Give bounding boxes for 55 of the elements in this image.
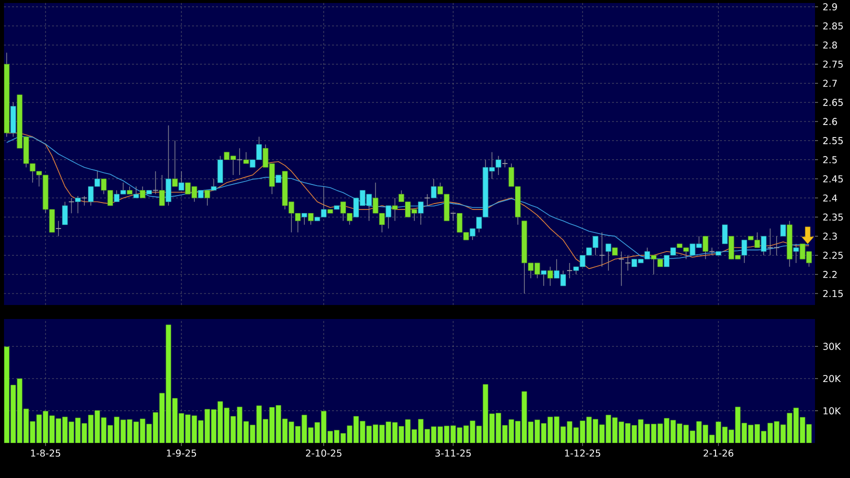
candlestick: [708, 247, 715, 256]
y-tick-label: 2.6: [823, 118, 837, 126]
candlestick: [172, 140, 178, 187]
y-tick-label: 2.9: [823, 3, 837, 10]
candlestick: [606, 244, 612, 271]
candlestick: [55, 220, 62, 236]
candlestick: [166, 125, 172, 206]
candlestick: [566, 262, 573, 279]
y-tick-label: 2.25: [823, 252, 843, 259]
candlestick: [308, 212, 314, 226]
y-tick-label: 2.65: [823, 98, 843, 106]
candlestick: [62, 201, 68, 226]
y-tick-label: 10K: [824, 407, 841, 414]
candlestick: [780, 224, 786, 236]
candlestick: [178, 170, 184, 191]
candlestick: [81, 196, 88, 206]
candlestick: [133, 186, 139, 198]
x-tick-label: 2-10-25: [306, 450, 342, 457]
candlestick: [204, 190, 210, 206]
candlestick: [386, 205, 392, 229]
candlestick: [140, 186, 146, 198]
y-tick-label: 2.4: [823, 194, 838, 202]
y-tick-label: 2.35: [823, 213, 843, 221]
candlestick: [392, 198, 398, 222]
candlestick: [424, 194, 430, 206]
y-tick-label: 2.85: [823, 22, 843, 30]
x-tick-label: 1-8-25: [31, 450, 60, 457]
y-tick-label: 2.15: [823, 290, 843, 298]
candlestick: [598, 232, 605, 268]
x-tick-label: 3-11-25: [435, 450, 471, 457]
y-tick-label: 2.5: [823, 156, 837, 164]
candlestick: [793, 244, 799, 264]
candlestick: [547, 266, 553, 286]
candlestick: [152, 170, 159, 194]
candlestick: [418, 201, 424, 226]
y-tick-label: 2.2: [823, 270, 837, 278]
candlestick: [618, 251, 624, 286]
y-tick-label: 2.45: [823, 175, 843, 182]
y-tick-label: 2.75: [823, 60, 843, 68]
y-tick-label: 2.3: [823, 232, 837, 240]
candlestick: [624, 255, 631, 271]
candlestick: [302, 212, 308, 226]
candlestick: [210, 178, 217, 191]
candlestick: [217, 156, 224, 183]
x-tick-label: 2-1-26: [704, 450, 734, 457]
y-tick-label: 2.8: [823, 41, 837, 49]
candlestick: [742, 240, 748, 264]
y-tick-label: 2.55: [823, 137, 843, 144]
y-tick-label: 2.7: [823, 80, 837, 87]
candlestick: [540, 270, 547, 286]
y-tick-label: 20K: [823, 374, 841, 382]
x-tick-label: 1-9-25: [166, 450, 196, 457]
x-tick-label: 1-12-25: [565, 450, 600, 457]
candlestick: [722, 224, 728, 244]
y-tick-label: 30K: [823, 342, 841, 350]
